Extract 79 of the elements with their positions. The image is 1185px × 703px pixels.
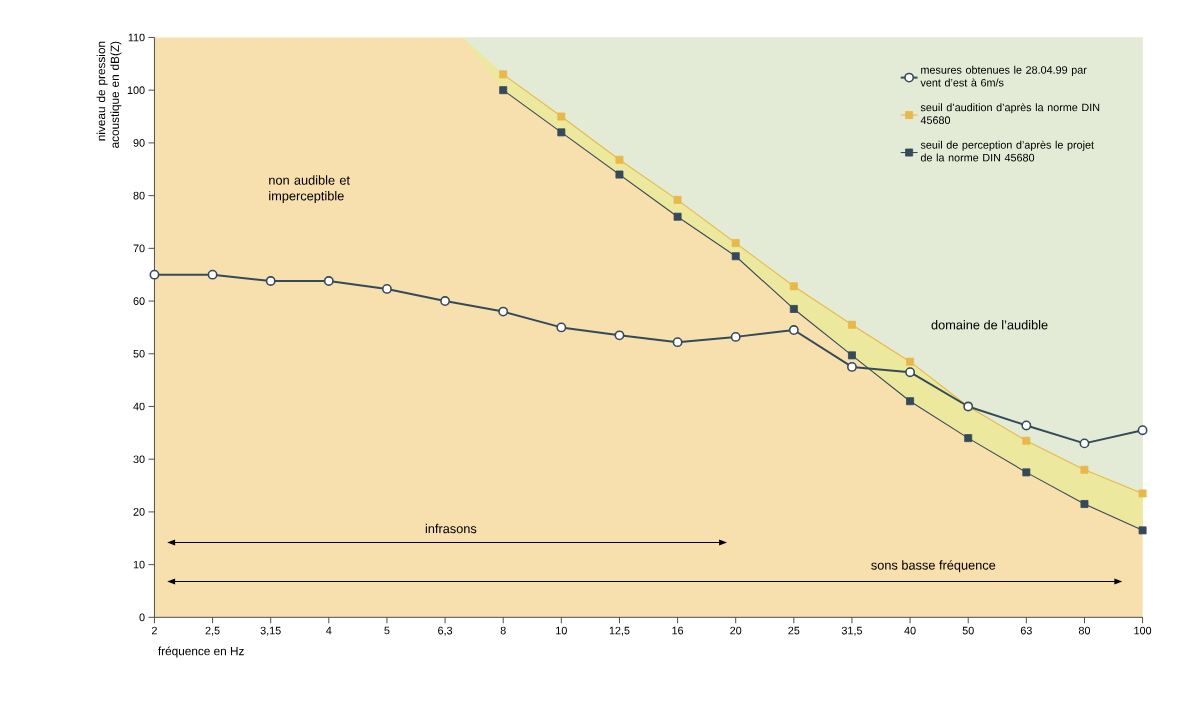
point (789, 282, 798, 291)
x-tick-label: 2 (151, 626, 157, 635)
point (615, 155, 624, 164)
point (847, 361, 857, 372)
y-tick-label: 20 (133, 508, 145, 516)
y-tick-label: 80 (133, 191, 145, 200)
point (731, 252, 740, 261)
legend-label: mesures obtenues le 28.04.99 par vent d’est à 6m/s (920, 65, 1087, 87)
point (672, 337, 683, 348)
x-tick-label: 4 (326, 626, 332, 635)
point (1021, 420, 1032, 431)
point (382, 283, 392, 294)
point (556, 322, 567, 333)
point (1022, 468, 1031, 477)
y-tick-label: 100 (127, 86, 145, 94)
point (906, 357, 915, 366)
point (1138, 489, 1147, 498)
x-tick-label: 3,15 (260, 626, 281, 636)
legend-label: seuil d’audition d’après la norme DIN 45680 (920, 103, 1100, 124)
point (964, 434, 973, 442)
point (848, 320, 856, 329)
x-tick-label: 5 (384, 626, 390, 635)
point (673, 195, 682, 204)
point (1138, 526, 1147, 535)
annotation: sons basse fréquence (871, 560, 996, 573)
y-tick-label: 110 (128, 33, 145, 42)
x-tick-label: 100 (1134, 626, 1152, 635)
point (265, 276, 276, 286)
point (1080, 499, 1089, 508)
point (1080, 465, 1089, 474)
y-tick-label: 90 (133, 139, 145, 147)
y-tick-label: 60 (133, 297, 145, 305)
x-tick-label: 63 (1020, 626, 1032, 635)
y-tick-label: 50 (133, 349, 145, 358)
x-tick-label: 25 (788, 626, 800, 635)
point (323, 276, 334, 286)
point (615, 170, 624, 179)
x-tick-label: 20 (730, 626, 742, 635)
point (498, 306, 509, 317)
annotation: domaine de l’audible (931, 320, 1048, 330)
y-axis-title: niveau de pression acoustique en dB(Z) (96, 41, 122, 148)
x-tick-label: 12,5 (609, 626, 630, 636)
x-tick-label: 8 (500, 626, 506, 635)
point (614, 330, 625, 341)
point (557, 112, 566, 121)
legend-label: seuil de perception d’après le projet de la norme DIN 45680 (920, 140, 1094, 162)
x-tick-label: 6,3 (438, 626, 453, 636)
y-tick-label: 10 (133, 560, 145, 569)
x-tick-label: 50 (962, 626, 974, 635)
y-tick-label: 30 (133, 455, 145, 463)
point (788, 325, 799, 335)
point (1022, 436, 1031, 445)
point (1137, 425, 1148, 436)
x-tick-label: 80 (1078, 626, 1091, 635)
point (1079, 438, 1090, 449)
y-tick-label: 0 (139, 613, 145, 622)
y-tick-label: 70 (133, 244, 145, 253)
y-tick-label: 40 (133, 402, 145, 411)
point (731, 239, 740, 247)
point (789, 304, 798, 313)
x-axis-title: fréquence en Hz (158, 646, 244, 658)
point (730, 331, 741, 342)
x-tick-label: 16 (672, 626, 684, 635)
point (848, 351, 856, 360)
point (673, 212, 682, 221)
point (557, 128, 566, 137)
x-tick-label: 10 (556, 626, 567, 635)
point (149, 269, 160, 280)
x-tick-label: 40 (904, 626, 916, 635)
point (906, 397, 915, 406)
point (499, 86, 508, 95)
point (499, 70, 508, 79)
x-tick-label: 2,5 (205, 626, 220, 636)
annotation: infrasons (425, 523, 477, 534)
point (440, 296, 451, 306)
point (207, 269, 218, 280)
x-tick-label: 31,5 (841, 626, 863, 636)
point (905, 367, 916, 378)
annotation: non audible et imperceptible (269, 175, 350, 203)
